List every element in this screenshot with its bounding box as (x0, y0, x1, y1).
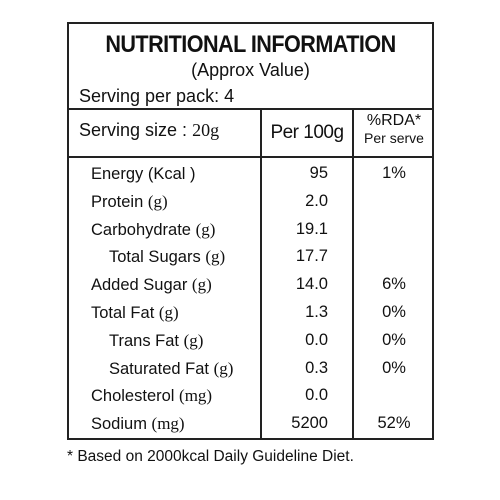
nutrient-row-energy: Energy (Kcal ) 95 1% (69, 160, 432, 188)
serving-per-pack: Serving per pack: 4 (79, 86, 235, 106)
column-header-per100: Per 100g (270, 122, 344, 143)
nutrient-name: Energy (Kcal ) (91, 165, 196, 183)
nutrient-per100: 0.0 (305, 330, 328, 349)
nutrient-per100: 17.7 (295, 247, 328, 266)
column-divider-per100 (260, 108, 262, 438)
nutrient-name: Carbohydrate (g) (91, 219, 216, 239)
nutrient-name: Added Sugar (g) (91, 275, 212, 295)
nutrient-row-added-sugar: Added Sugar (g) 14.0 6% (69, 271, 432, 299)
nutrient-rows: Energy (Kcal ) 95 1% Protein (g) 2.0 Car… (69, 160, 432, 438)
nutrient-rda: 0% (382, 358, 406, 377)
nutrient-per100: 2.0 (305, 191, 328, 210)
nutrient-name: Total Sugars (g) (109, 247, 226, 267)
serving-size-value: 20g (192, 120, 220, 140)
rda-header-sub: Per serve (364, 130, 424, 146)
nutrient-name: Saturated Fat (g) (109, 358, 234, 378)
column-header-row (69, 108, 432, 158)
nutrient-name: Trans Fat (g) (109, 330, 204, 350)
nutrient-per100: 14.0 (295, 275, 328, 294)
nutrient-row-protein: Protein (g) 2.0 (69, 188, 432, 216)
label-subtitle: (Approx Value) (191, 60, 310, 80)
nutrient-row-carbohydrate: Carbohydrate (g) 19.1 (69, 216, 432, 244)
nutrient-per100: 95 (309, 164, 328, 182)
nutrient-name: Protein (g) (91, 191, 168, 211)
nutrient-row-total-sugars: Total Sugars (g) 17.7 (69, 243, 432, 271)
nutrient-row-sodium: Sodium (mg) 5200 52% (69, 410, 432, 438)
nutrient-name: Cholesterol (mg) (91, 386, 213, 406)
nutrient-per100: 0.3 (305, 358, 328, 377)
nutrient-name: Total Fat (g) (91, 302, 179, 322)
nutrient-row-total-fat: Total Fat (g) 1.3 0% (69, 299, 432, 327)
nutrition-label-panel: NUTRITIONAL INFORMATION (Approx Value) S… (67, 22, 434, 440)
serving-size: Serving size : 20g (79, 120, 219, 140)
column-header-rda: %RDA* Per serve (354, 112, 434, 146)
nutrient-rda: 0% (382, 330, 406, 349)
nutrient-rda: 1% (382, 164, 406, 182)
nutrient-per100: 1.3 (305, 302, 328, 321)
nutrient-row-trans-fat: Trans Fat (g) 0.0 0% (69, 327, 432, 355)
nutrient-rda: 52% (377, 414, 411, 433)
nutrient-rda: 6% (382, 275, 406, 294)
rda-header-label: %RDA* (366, 112, 422, 129)
nutrient-per100: 5200 (291, 414, 328, 433)
serving-size-label: Serving size : (79, 120, 188, 140)
footnote: * Based on 2000kcal Daily Guideline Diet… (67, 448, 354, 465)
nutrient-per100: 19.1 (295, 219, 328, 238)
nutrient-per100: 0.0 (305, 386, 328, 405)
nutrient-rda: 0% (382, 302, 406, 321)
nutrient-name: Sodium (mg) (91, 414, 185, 434)
nutrient-row-cholesterol: Cholesterol (mg) 0.0 (69, 382, 432, 410)
column-divider-rda (352, 108, 354, 438)
nutrient-row-saturated-fat: Saturated Fat (g) 0.3 0% (69, 355, 432, 383)
label-title: NUTRITIONAL INFORMATION (105, 31, 396, 58)
